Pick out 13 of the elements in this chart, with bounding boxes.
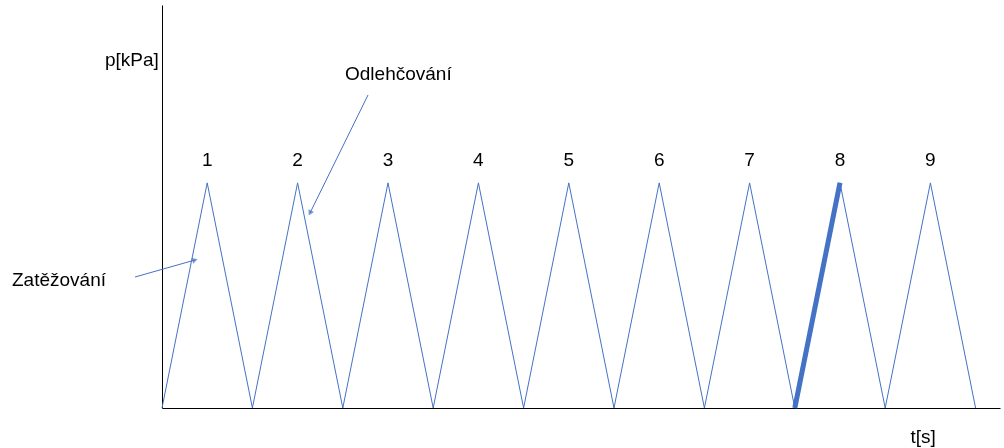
x-axis-title: t[s]: [910, 425, 936, 447]
text: 3: [382, 149, 394, 170]
text: 8: [834, 149, 846, 170]
text: p[kPa]: [105, 49, 159, 70]
text: 9: [925, 149, 936, 170]
text: Zatěžování: [12, 269, 107, 290]
text: 7: [744, 149, 755, 170]
text: 2: [292, 149, 303, 170]
text: 5: [563, 149, 575, 170]
text: 4: [473, 149, 485, 170]
text: 6: [653, 149, 665, 170]
text: Odlehčování: [345, 63, 453, 84]
text: 1: [201, 149, 213, 170]
